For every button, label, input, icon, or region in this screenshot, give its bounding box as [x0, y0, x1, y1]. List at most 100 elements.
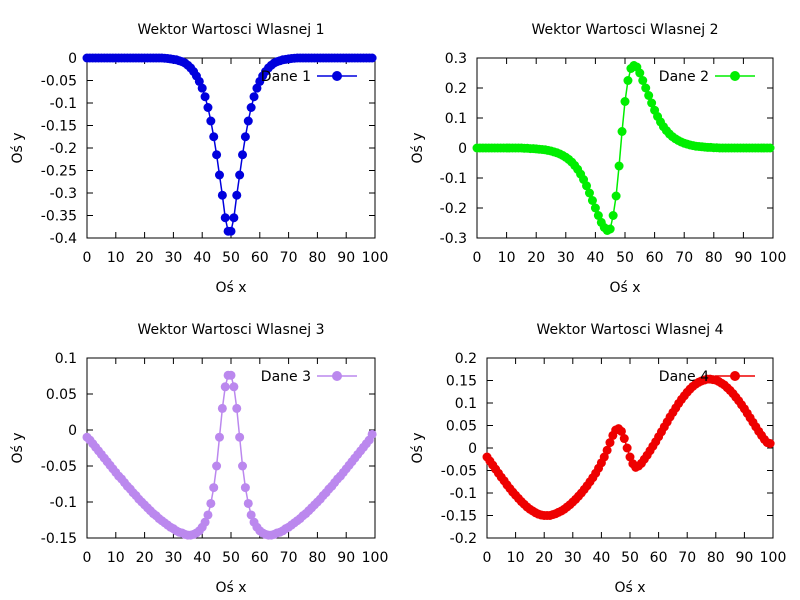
data-point [605, 224, 615, 234]
x-axis-label: Oś x [609, 280, 640, 296]
x-tick-label: 0 [83, 550, 92, 566]
data-point [622, 443, 632, 453]
legend-marker [730, 371, 740, 381]
x-tick-label: 10 [498, 250, 516, 266]
series-line [87, 57, 373, 232]
x-tick-label: 40 [193, 250, 211, 266]
data-point [235, 170, 245, 180]
data-point [240, 483, 250, 493]
x-tick-label: 0 [483, 550, 492, 566]
y-tick-label: -0.1 [50, 96, 77, 112]
data-point [232, 403, 242, 413]
y-axis-label: Oś y [410, 432, 426, 463]
y-tick-label: -0.2 [50, 141, 77, 157]
y-tick-label: -0.05 [441, 464, 477, 480]
data-point [240, 132, 250, 142]
y-tick-label: 0.15 [446, 374, 477, 390]
data-point [246, 510, 256, 520]
data-point [217, 403, 227, 413]
data-point [203, 510, 213, 520]
chart-panel-1: Wektor Wartosci Wlasnej 1 0 10 20 30 40 50 60 70… [10, 22, 388, 296]
y-tick-label: -0.1 [450, 486, 477, 502]
data-point [235, 432, 245, 442]
x-tick-label: 30 [564, 550, 582, 566]
data-point [620, 97, 630, 106]
data-point [200, 517, 210, 527]
data-point [243, 116, 253, 126]
data-point [252, 83, 262, 93]
legend-marker [332, 71, 342, 81]
data-point [249, 92, 259, 102]
y-tick-label: -0.4 [50, 231, 77, 247]
x-tick-label: 70 [280, 550, 298, 566]
x-tick-label: 60 [646, 250, 664, 266]
series-line [86, 374, 373, 536]
data-point [232, 190, 242, 200]
x-tick-label: 50 [222, 250, 240, 266]
data-point [197, 83, 207, 93]
y-tick-label: -0.15 [41, 119, 77, 135]
x-tick-label: 60 [251, 550, 269, 566]
x-tick-label: 40 [586, 250, 604, 266]
data-point [367, 53, 377, 63]
data-point [617, 127, 627, 136]
x-tick-label: 20 [535, 550, 553, 566]
data-point [229, 213, 239, 223]
x-tick-label: 100 [362, 250, 389, 266]
y-tick-label: -0.05 [41, 459, 77, 475]
data-point [206, 498, 216, 508]
x-tick-label: 30 [164, 550, 182, 566]
y-tick-label: 0.2 [455, 351, 477, 367]
data-point [226, 370, 236, 380]
y-axis-label: Oś y [10, 432, 26, 463]
x-tick-label: 70 [678, 550, 696, 566]
y-tick-label: 0 [458, 141, 467, 157]
data-point [212, 461, 222, 471]
legend-label: Dane 3 [261, 369, 311, 385]
y-tick-label: 0 [68, 423, 77, 439]
data-point [229, 382, 239, 392]
data-point [194, 76, 204, 86]
y-tick-label: 0.1 [455, 396, 477, 412]
legend-marker [730, 71, 740, 81]
data-point [625, 452, 635, 462]
x-tick-label: 0 [473, 250, 482, 266]
legend-label: Dane 4 [659, 369, 709, 385]
legend-label: Dane 2 [659, 69, 709, 85]
data-point [608, 211, 618, 220]
data-point [616, 426, 626, 436]
chart-title: Wektor Wartosci Wlasnej 1 [137, 22, 324, 38]
x-tick-label: 50 [222, 550, 240, 566]
data-point [587, 196, 597, 205]
data-point [243, 498, 253, 508]
x-tick-label: 90 [734, 250, 752, 266]
y-axis-label: Oś y [10, 132, 26, 163]
y-tick-label: -0.15 [441, 509, 477, 525]
data-point [614, 161, 624, 171]
y-tick-label: -0.3 [50, 186, 77, 202]
plot-frame [86, 57, 376, 239]
data-point [214, 170, 224, 180]
data-point [605, 438, 615, 448]
y-tick-label: -0.15 [41, 531, 77, 547]
chart-panel-3: Wektor Wartosci Wlasnej 3 0 10 20 30 40 50 60 70… [10, 322, 388, 596]
data-point [635, 68, 645, 78]
x-tick-label: 100 [362, 550, 389, 566]
chart-title: Wektor Wartosci Wlasnej 4 [536, 322, 723, 338]
legend-label: Dane 1 [261, 69, 311, 85]
data-point [584, 188, 594, 198]
x-axis-label: Oś x [614, 580, 645, 596]
data-point [644, 91, 654, 100]
x-tick-label: 100 [760, 250, 787, 266]
data-point [623, 76, 633, 85]
x-tick-label: 10 [107, 550, 125, 566]
data-point [647, 98, 657, 108]
x-tick-label: 90 [735, 550, 753, 566]
x-tick-label: 10 [507, 550, 525, 566]
x-tick-label: 80 [705, 250, 723, 266]
data-point [214, 432, 224, 442]
data-point [217, 190, 227, 200]
data-point [209, 483, 219, 493]
y-tick-label: -0.2 [440, 201, 467, 217]
